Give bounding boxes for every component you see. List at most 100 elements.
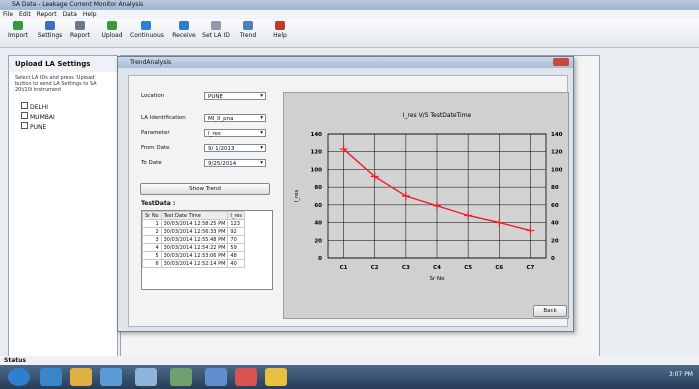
panel-hint: Select LA IDs and press 'Upload' button … <box>9 72 117 96</box>
table-cell: 5 <box>143 252 162 260</box>
toolbar-button[interactable]: Report <box>64 21 96 39</box>
table-cell: 59 <box>228 244 245 252</box>
x-tick-label: C5 <box>464 265 472 271</box>
task-icon[interactable] <box>170 368 192 386</box>
taskbar: 3:07 PM <box>0 365 699 389</box>
field-combo[interactable]: 9/25/2014 <box>204 159 266 167</box>
toolbar-button[interactable]: Continuous <box>130 21 162 39</box>
y-tick-label: 100 <box>311 167 323 173</box>
toolbar-button[interactable]: Help <box>264 21 296 39</box>
tree-label: PUNE <box>30 124 46 131</box>
y-tick-label-right: 0 <box>551 256 555 262</box>
y-tick-label: 140 <box>311 132 323 138</box>
table-cell: 123 <box>228 220 245 228</box>
toolbar-icon <box>13 21 23 30</box>
menu-item[interactable]: Report <box>37 11 57 18</box>
y-tick-label-right: 140 <box>551 132 563 138</box>
toolbar-icon <box>141 21 151 30</box>
back-button[interactable]: Back <box>533 305 567 317</box>
field-combo[interactable]: 9/ 1/2013 <box>204 144 266 152</box>
table-cell: 30/03/2014 12:58:25 PM <box>161 220 228 228</box>
table-cell: 30/03/2014 12:52:14 PM <box>161 260 228 268</box>
checkbox[interactable] <box>21 122 28 129</box>
toolbar-label: Continuous <box>130 32 164 39</box>
table-cell: 4 <box>143 244 162 252</box>
y-tick-label-right: 20 <box>551 238 559 244</box>
tree-item[interactable]: MUMBAI <box>15 112 111 122</box>
checkbox[interactable] <box>21 102 28 109</box>
x-tick-label: C7 <box>526 265 534 271</box>
close-button[interactable] <box>553 58 569 66</box>
menu-item[interactable]: Edit <box>19 11 31 18</box>
toolbar-label: Report <box>70 32 90 39</box>
y-tick-label-right: 80 <box>551 185 559 191</box>
field-label: To Date <box>141 160 162 166</box>
table-cell: 30/03/2014 12:54:22 PM <box>161 244 228 252</box>
tree-item[interactable]: PUNE <box>15 122 111 132</box>
field-combo[interactable]: PUNE <box>204 92 266 100</box>
toolbar-label: Upload <box>101 32 122 39</box>
column-header: I_res <box>228 212 245 220</box>
table-cell: 2 <box>143 228 162 236</box>
test-data-label: TestData : <box>141 200 175 207</box>
x-axis-label: Sr No <box>430 276 446 282</box>
checkbox[interactable] <box>21 112 28 119</box>
field-combo[interactable]: I_res <box>204 129 266 137</box>
toolbar-label: Trend <box>240 32 256 39</box>
field-combo[interactable]: MI_II_pna <box>204 114 266 122</box>
chart-title: I_res V/S TestDateTime <box>403 112 472 119</box>
toolbar-button[interactable]: Settings <box>34 21 66 39</box>
table-cell: 92 <box>228 228 245 236</box>
toolbar-button[interactable]: Receive <box>168 21 200 39</box>
left-panel: Upload LA Settings Select LA IDs and pre… <box>8 55 118 357</box>
start-button[interactable] <box>8 368 30 386</box>
task-icon[interactable] <box>235 368 257 386</box>
table-cell: 1 <box>143 220 162 228</box>
table-cell: 30/03/2014 12:53:06 PM <box>161 252 228 260</box>
table-cell: 48 <box>228 252 245 260</box>
x-tick-label: C1 <box>340 265 348 271</box>
toolbar-button[interactable]: Import <box>2 21 34 39</box>
task-icon[interactable] <box>70 368 92 386</box>
toolbar-button[interactable]: Trend <box>232 21 264 39</box>
task-icon[interactable] <box>265 368 287 386</box>
y-tick-label: 120 <box>311 150 323 156</box>
toolbar-label: Help <box>273 32 287 39</box>
toolbar-label: Settings <box>38 32 63 39</box>
menu-item[interactable]: Help <box>83 11 97 18</box>
title-bar: SA Data - Leakage Current Monitor Analys… <box>0 0 699 10</box>
toolbar-icon <box>179 21 189 30</box>
column-header: Test Date Time <box>161 212 228 220</box>
y-axis-label: I_res <box>294 189 300 202</box>
task-icon[interactable] <box>135 368 157 386</box>
chart-panel: I_res V/S TestDateTimeI_resSr No00202040… <box>283 92 569 319</box>
toolbar-label: Receive <box>172 32 196 39</box>
status-text: Status <box>0 357 26 364</box>
toolbar-icon <box>75 21 85 30</box>
field-label: Parameter <box>141 130 170 136</box>
y-tick-label: 20 <box>314 238 322 244</box>
x-tick-label: C2 <box>371 265 379 271</box>
tree-item[interactable]: DELHI <box>15 102 111 112</box>
task-icon[interactable] <box>100 368 122 386</box>
window-title: SA Data - Leakage Current Monitor Analys… <box>0 1 143 8</box>
task-icon[interactable] <box>205 368 227 386</box>
toolbar-button[interactable]: Set LA ID <box>200 21 232 39</box>
toolbar-button[interactable]: Upload <box>96 21 128 39</box>
toolbar-label: Import <box>8 32 28 39</box>
menu-item[interactable]: Data <box>63 11 77 18</box>
table-header-row: Sr NoTest Date TimeI_res <box>143 212 245 220</box>
menu-item[interactable]: File <box>3 11 13 18</box>
show-trend-button[interactable]: Show Trend <box>140 183 270 195</box>
task-icon[interactable] <box>40 368 62 386</box>
